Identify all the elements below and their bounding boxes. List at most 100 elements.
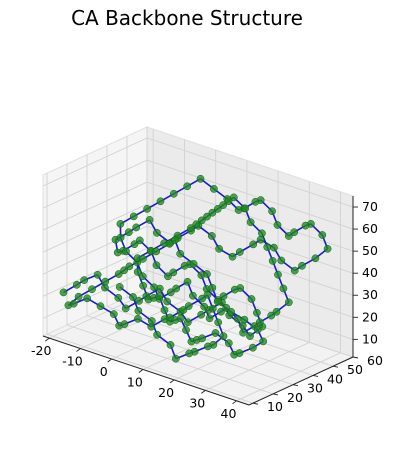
ca-atom-point [324, 245, 331, 252]
ca-atom-point [156, 293, 163, 300]
ca-atom-point [157, 198, 164, 205]
x-tick-label: -20 [31, 343, 51, 358]
ca-atom-point [249, 344, 256, 351]
ca-atom-point [129, 293, 136, 300]
y-tick-label: 30 [307, 381, 323, 396]
y-tick-mark [333, 366, 338, 367]
x-tick-mark [233, 401, 237, 404]
x-tick-mark [76, 349, 80, 352]
z-tick-label: 60 [362, 221, 378, 236]
x-tick-label: 10 [127, 374, 143, 389]
ca-atom-point [269, 257, 276, 264]
ca-atom-point [185, 303, 192, 310]
ca-atom-point [258, 230, 265, 237]
ca-atom-point [181, 262, 188, 269]
ca-atom-point [214, 298, 221, 305]
x-tick-label: 0 [100, 364, 108, 379]
ca-atom-point [228, 308, 235, 315]
z-tick-label: 70 [362, 199, 378, 214]
ca-atom-point [144, 205, 151, 212]
ca-atom-point [241, 316, 248, 323]
ca-atom-point [70, 300, 77, 307]
ca-atom-point [236, 248, 243, 255]
ca-atom-point [102, 278, 109, 285]
ca-atom-point [240, 329, 247, 336]
ca-atom-point [312, 255, 319, 262]
ca-atom-point [170, 190, 177, 197]
ca-atom-point [225, 340, 232, 347]
ca-atom-point [260, 338, 267, 345]
ca-atom-point [285, 299, 292, 306]
ca-atom-point [189, 292, 196, 299]
ca-atom-point [231, 286, 238, 293]
ca-atom-point [153, 262, 160, 269]
ca-atom-point [273, 308, 280, 315]
ca-atom-point [274, 271, 281, 278]
ca-atom-point [280, 285, 287, 292]
z-tick-label: 20 [362, 309, 378, 324]
ca-atom-point [264, 244, 271, 251]
ca-atom-point [203, 270, 210, 277]
ca-atom-point [206, 315, 213, 322]
ca-atom-point [285, 232, 292, 239]
ca-atom-point [184, 319, 191, 326]
ca-atom-point [88, 286, 95, 293]
ca-atom-point [257, 236, 264, 243]
ca-atom-point [146, 216, 153, 223]
x-tick-mark [201, 390, 205, 393]
ca-atom-point [173, 285, 180, 292]
ca-atom-point [291, 267, 298, 274]
ca-atom-point [198, 311, 205, 318]
ca-atom-point [209, 305, 216, 312]
ca-atom-point [164, 273, 171, 280]
x-tick-label: 40 [221, 406, 237, 421]
ca-atom-point [97, 303, 104, 310]
ca-atom-point [122, 305, 129, 312]
ca-atom-point [161, 307, 168, 314]
ca-atom-point [81, 277, 88, 284]
ca-atom-point [212, 329, 219, 336]
ca-atom-point [166, 314, 173, 321]
ca-atom-point [115, 294, 122, 301]
ca-atom-point [151, 284, 158, 291]
ca-atom-point [247, 219, 254, 226]
y-tick-label: 10 [267, 399, 283, 414]
ca-atom-point [110, 311, 117, 318]
ca-atom-point [115, 271, 122, 278]
ca-atom-point [220, 333, 227, 340]
ca-atom-point [60, 289, 67, 296]
ca-atom-point [125, 229, 132, 236]
ca-atom-point [164, 298, 171, 305]
ca-atom-point [254, 326, 261, 333]
ca-atom-point [190, 260, 197, 267]
ca-atom-point [177, 250, 184, 257]
ca-atom-point [201, 303, 208, 310]
ca-atom-point [187, 225, 194, 232]
ca-atom-point [116, 283, 123, 290]
ca-atom-point [252, 198, 259, 205]
ca-atom-point [209, 284, 216, 291]
x-tick-mark [45, 338, 49, 341]
ca-atom-point [134, 315, 141, 322]
ca-atom-point [177, 315, 184, 322]
ca-atom-point [117, 220, 124, 227]
ca-atom-point [248, 295, 255, 302]
ca-atom-point [199, 335, 206, 342]
ca-atom-point [298, 262, 305, 269]
ca-atom-point [210, 185, 217, 192]
ca-atom-point [166, 240, 173, 247]
ca-atom-point [130, 213, 137, 220]
x-tick-mark [170, 380, 174, 383]
ca-atom-point [204, 291, 211, 298]
ca-atom-point [204, 343, 211, 350]
ca-atom-point [75, 293, 82, 300]
ca-atom-point [153, 248, 160, 255]
ca-atom-point [208, 232, 215, 239]
ca-atom-point [235, 206, 242, 213]
ca-atom-point [167, 341, 174, 348]
ca-atom-point [131, 241, 138, 248]
ca-atom-point [94, 271, 101, 278]
y-tick-mark [313, 375, 318, 376]
z-tick-label: 30 [362, 287, 378, 302]
